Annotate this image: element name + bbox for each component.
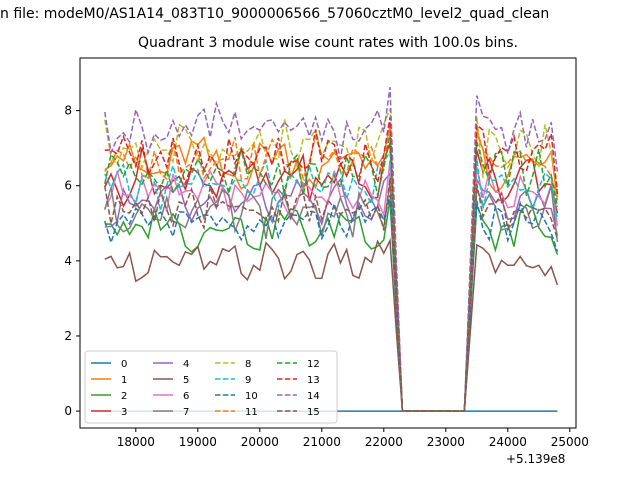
legend-label-10: 10 — [245, 391, 258, 402]
legend-label-7: 7 — [183, 407, 189, 418]
y-tick-label: 6 — [64, 179, 72, 193]
y-tick-label: 2 — [64, 329, 72, 343]
x-axis-offset-label: +5.139e8 — [506, 452, 566, 466]
legend-label-15: 15 — [307, 407, 320, 418]
x-tick-label: 25000 — [551, 435, 589, 449]
x-tick-label: 23000 — [427, 435, 465, 449]
legend-label-12: 12 — [307, 359, 320, 370]
series-line-13 — [104, 117, 559, 412]
y-tick-label: 0 — [64, 404, 72, 418]
x-tick-label: 21000 — [303, 435, 341, 449]
x-tick-label: 22000 — [365, 435, 403, 449]
legend-box — [84, 350, 338, 424]
axes-layer: 18000 19000 20000 21000 22000 23000 24000 25000… — [64, 104, 589, 449]
series-line-9 — [104, 149, 559, 412]
series-line-10 — [104, 194, 559, 412]
legend-label-1: 1 — [121, 375, 127, 386]
series-line-11 — [104, 121, 559, 412]
figure-suptitle: n file: modeM0/AS1A14_083T10_9000006566_… — [0, 6, 550, 22]
y-tick-label: 4 — [64, 254, 72, 268]
legend-label-5: 5 — [183, 375, 189, 386]
legend-label-6: 6 — [183, 391, 189, 402]
legend-label-9: 9 — [245, 375, 251, 386]
legend-label-13: 13 — [307, 375, 320, 386]
series-line-6 — [104, 160, 559, 412]
plot-area-frame — [79, 57, 577, 429]
legend-label-14: 14 — [307, 391, 320, 402]
series-line-14 — [104, 86, 559, 412]
x-tick-label: 20000 — [241, 435, 279, 449]
legend-label-8: 8 — [245, 359, 251, 370]
legend-label-4: 4 — [183, 359, 189, 370]
series-line-12 — [104, 134, 559, 412]
legend-label-3: 3 — [121, 407, 127, 418]
legend-label-11: 11 — [245, 407, 258, 418]
legend-label-0: 0 — [121, 359, 127, 370]
x-tick-label: 18000 — [117, 435, 155, 449]
x-tick-label: 24000 — [489, 435, 527, 449]
series-line-5 — [104, 237, 559, 412]
x-tick-label: 19000 — [179, 435, 217, 449]
chart-title: Quadrant 3 module wise count rates with … — [138, 35, 518, 51]
series-line-15 — [104, 177, 559, 412]
series-line-7 — [104, 181, 559, 412]
y-tick-label: 8 — [64, 104, 72, 118]
legend-label-2: 2 — [121, 391, 127, 402]
